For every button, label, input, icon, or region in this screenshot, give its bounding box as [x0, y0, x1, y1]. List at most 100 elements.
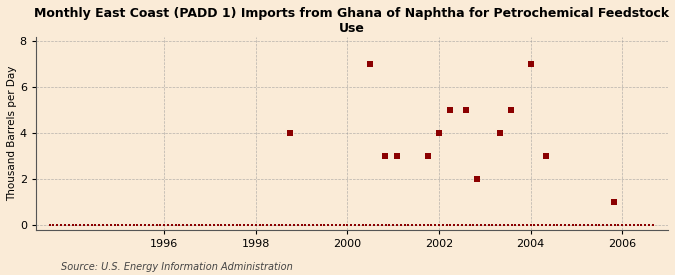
Point: [136, 223, 146, 227]
Point: [334, 223, 345, 227]
Point: [189, 223, 200, 227]
Point: [575, 223, 586, 227]
Point: [48, 223, 59, 227]
Point: [479, 223, 490, 227]
Point: [418, 223, 429, 227]
Point: [445, 223, 456, 227]
Point: [52, 223, 63, 227]
Point: [632, 223, 643, 227]
Point: [147, 223, 158, 227]
Point: [277, 223, 288, 227]
Point: [380, 223, 391, 227]
Point: [300, 223, 310, 227]
Point: [86, 223, 97, 227]
Point: [82, 223, 93, 227]
Point: [426, 223, 437, 227]
Point: [319, 223, 330, 227]
Point: [121, 223, 132, 227]
Point: [529, 223, 540, 227]
Point: [495, 223, 506, 227]
Point: [384, 223, 395, 227]
Point: [308, 223, 319, 227]
Point: [437, 223, 448, 227]
Point: [273, 223, 284, 227]
Point: [476, 223, 487, 227]
Point: [621, 223, 632, 227]
Point: [541, 154, 551, 158]
Point: [601, 223, 612, 227]
Point: [544, 223, 555, 227]
Point: [63, 223, 74, 227]
Y-axis label: Thousand Barrels per Day: Thousand Barrels per Day: [7, 66, 17, 201]
Point: [285, 131, 296, 136]
Point: [380, 154, 391, 158]
Point: [525, 223, 536, 227]
Point: [414, 223, 425, 227]
Point: [388, 223, 399, 227]
Point: [281, 223, 292, 227]
Point: [453, 223, 464, 227]
Point: [288, 223, 299, 227]
Point: [430, 223, 441, 227]
Point: [392, 154, 402, 158]
Point: [220, 223, 231, 227]
Point: [361, 223, 372, 227]
Point: [55, 223, 66, 227]
Point: [506, 108, 517, 112]
Point: [101, 223, 112, 227]
Point: [587, 223, 597, 227]
Point: [399, 223, 410, 227]
Point: [433, 131, 444, 136]
Point: [78, 223, 89, 227]
Point: [640, 223, 651, 227]
Point: [254, 223, 265, 227]
Point: [613, 223, 624, 227]
Point: [541, 223, 551, 227]
Point: [243, 223, 254, 227]
Point: [643, 223, 654, 227]
Point: [197, 223, 208, 227]
Point: [365, 62, 376, 67]
Point: [636, 223, 647, 227]
Point: [605, 223, 616, 227]
Point: [105, 223, 116, 227]
Point: [285, 223, 296, 227]
Point: [216, 223, 227, 227]
Point: [571, 223, 582, 227]
Point: [590, 223, 601, 227]
Point: [537, 223, 547, 227]
Point: [564, 223, 574, 227]
Point: [392, 223, 402, 227]
Point: [487, 223, 498, 227]
Point: [292, 223, 303, 227]
Point: [472, 177, 483, 182]
Point: [441, 223, 452, 227]
Point: [200, 223, 211, 227]
Point: [506, 223, 517, 227]
Point: [113, 223, 124, 227]
Point: [170, 223, 181, 227]
Point: [132, 223, 143, 227]
Title: Monthly East Coast (PADD 1) Imports from Ghana of Naphtha for Petrochemical Feed: Monthly East Coast (PADD 1) Imports from…: [34, 7, 670, 35]
Point: [373, 223, 383, 227]
Point: [357, 223, 368, 227]
Point: [140, 223, 151, 227]
Point: [460, 223, 471, 227]
Point: [422, 223, 433, 227]
Point: [182, 223, 192, 227]
Point: [433, 223, 444, 227]
Point: [311, 223, 322, 227]
Point: [331, 223, 342, 227]
Point: [304, 223, 315, 227]
Point: [258, 223, 269, 227]
Point: [163, 223, 173, 227]
Point: [396, 223, 406, 227]
Point: [518, 223, 529, 227]
Point: [315, 223, 326, 227]
Point: [377, 223, 387, 227]
Point: [235, 223, 246, 227]
Point: [239, 223, 250, 227]
Point: [369, 223, 379, 227]
Point: [472, 223, 483, 227]
Point: [227, 223, 238, 227]
